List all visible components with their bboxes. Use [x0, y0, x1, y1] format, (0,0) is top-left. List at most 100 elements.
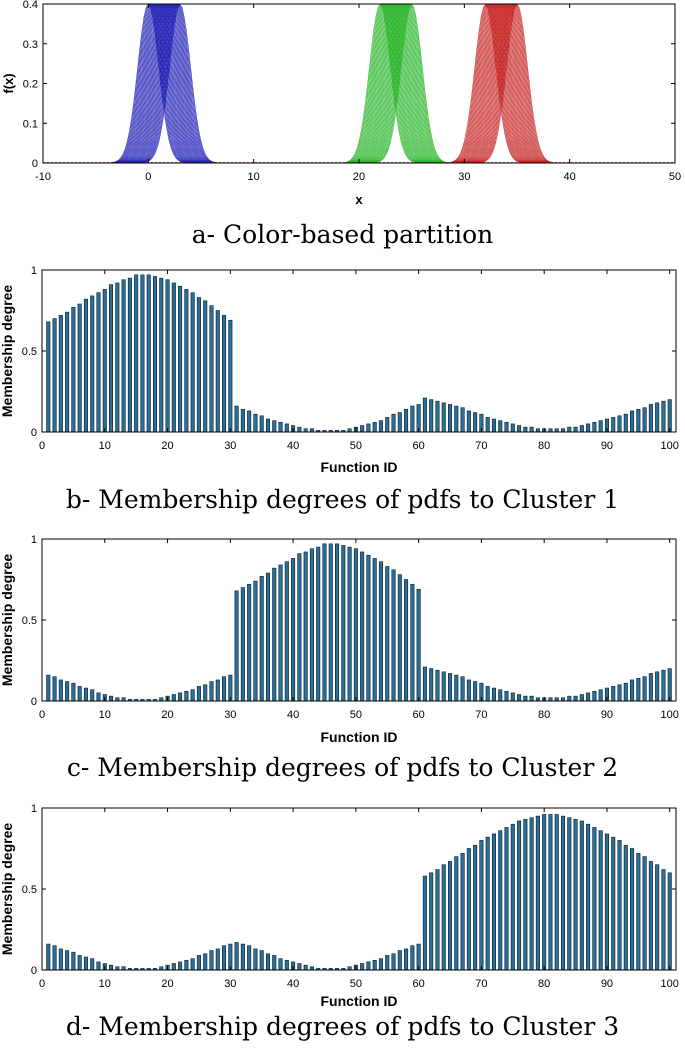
pdf-curve [125, 3, 212, 164]
bar [291, 558, 296, 702]
bar [485, 417, 490, 433]
y-tick-label: 1 [31, 265, 37, 277]
bar [247, 945, 252, 971]
pdf-curve [468, 3, 556, 164]
x-tick-label: 30 [458, 171, 470, 183]
bar [485, 686, 490, 702]
x-tick-label: 40 [564, 171, 576, 183]
bar [71, 306, 76, 433]
bar [567, 817, 572, 971]
bar [623, 413, 628, 433]
pdf-curve [122, 3, 210, 164]
bar [535, 815, 540, 971]
pdf-curve [451, 3, 539, 164]
bar [560, 815, 566, 971]
bar [422, 397, 427, 433]
bar [297, 553, 302, 702]
bar [447, 404, 453, 433]
bar [240, 409, 245, 433]
pdf-curve [111, 3, 198, 164]
pdf-curve [455, 3, 543, 164]
pdf-curve [469, 3, 556, 164]
x-tick-label: 30 [224, 978, 236, 990]
bar [215, 310, 220, 433]
pdf-curve [119, 3, 206, 164]
bar [259, 575, 264, 702]
bar [416, 404, 421, 433]
pdf-curve [464, 3, 551, 164]
pdf-curve [113, 3, 201, 164]
bar [397, 950, 402, 971]
bar [611, 836, 616, 971]
panel-d: 0 10 20 30 40 50 60 70 80 90 100 0 0.5 1 Function ID Me… [0, 800, 685, 1057]
bar [77, 303, 82, 433]
x-tick-label: 0 [39, 440, 45, 452]
x-axis-label: Function ID [321, 729, 398, 745]
pdf-curve [445, 3, 532, 164]
bar [429, 668, 434, 702]
bar [240, 943, 245, 971]
x-tick-label: -10 [35, 171, 51, 183]
pdf-curve [460, 3, 547, 164]
bar [65, 311, 70, 433]
bar [259, 950, 264, 971]
bar [454, 405, 459, 433]
pdf-curve [110, 3, 197, 164]
x-tick-label: 0 [39, 978, 45, 990]
x-tick-label: 50 [669, 171, 681, 183]
x-tick-label: 100 [661, 978, 679, 990]
pdf-curve [117, 3, 205, 164]
bar [655, 671, 660, 702]
panel-b: 0 10 20 30 40 50 60 70 80 90 100 0 0.5 1 Function ID Me… [0, 262, 685, 527]
bar [96, 692, 101, 702]
bar [517, 820, 522, 971]
bar [667, 399, 672, 433]
bar [510, 823, 515, 971]
y-axis-label: Membership degree [0, 285, 15, 417]
pdf-curve [104, 3, 191, 164]
pdf-curve [133, 3, 220, 164]
bar [378, 561, 383, 702]
x-tick-label: 80 [538, 709, 550, 721]
pdf-curve [107, 3, 194, 164]
y-tick-label: 1 [31, 534, 37, 546]
bar [178, 961, 183, 971]
bar [360, 551, 365, 702]
x-tick-label: 20 [353, 171, 365, 183]
bar [485, 836, 490, 971]
bar [504, 421, 509, 433]
bar [422, 875, 427, 971]
bar [466, 679, 471, 702]
bar [642, 856, 647, 971]
pdf-curves [104, 3, 560, 164]
pdf-curve [461, 3, 548, 164]
bar [178, 692, 183, 702]
bar [46, 943, 51, 971]
bar [316, 546, 321, 702]
bar [58, 679, 63, 702]
bar [636, 853, 641, 971]
bar [90, 295, 95, 433]
bar [441, 864, 446, 971]
bar [303, 551, 308, 702]
bar [171, 963, 176, 971]
bar [661, 400, 666, 433]
bar [473, 844, 478, 971]
bar [234, 942, 239, 971]
pdf-curve [105, 3, 193, 164]
pdf-curve [441, 3, 528, 164]
bar [109, 695, 114, 702]
bar [178, 285, 183, 433]
x-tick-label: 20 [161, 978, 173, 990]
bar [630, 410, 635, 433]
bar [328, 543, 333, 702]
bar [510, 423, 515, 433]
x-tick-label: 40 [287, 978, 299, 990]
bar [378, 958, 383, 971]
bar [473, 681, 478, 702]
pdf-curve [448, 3, 535, 164]
pdf-curve [132, 3, 219, 164]
bar [404, 579, 409, 702]
bar [83, 687, 88, 702]
